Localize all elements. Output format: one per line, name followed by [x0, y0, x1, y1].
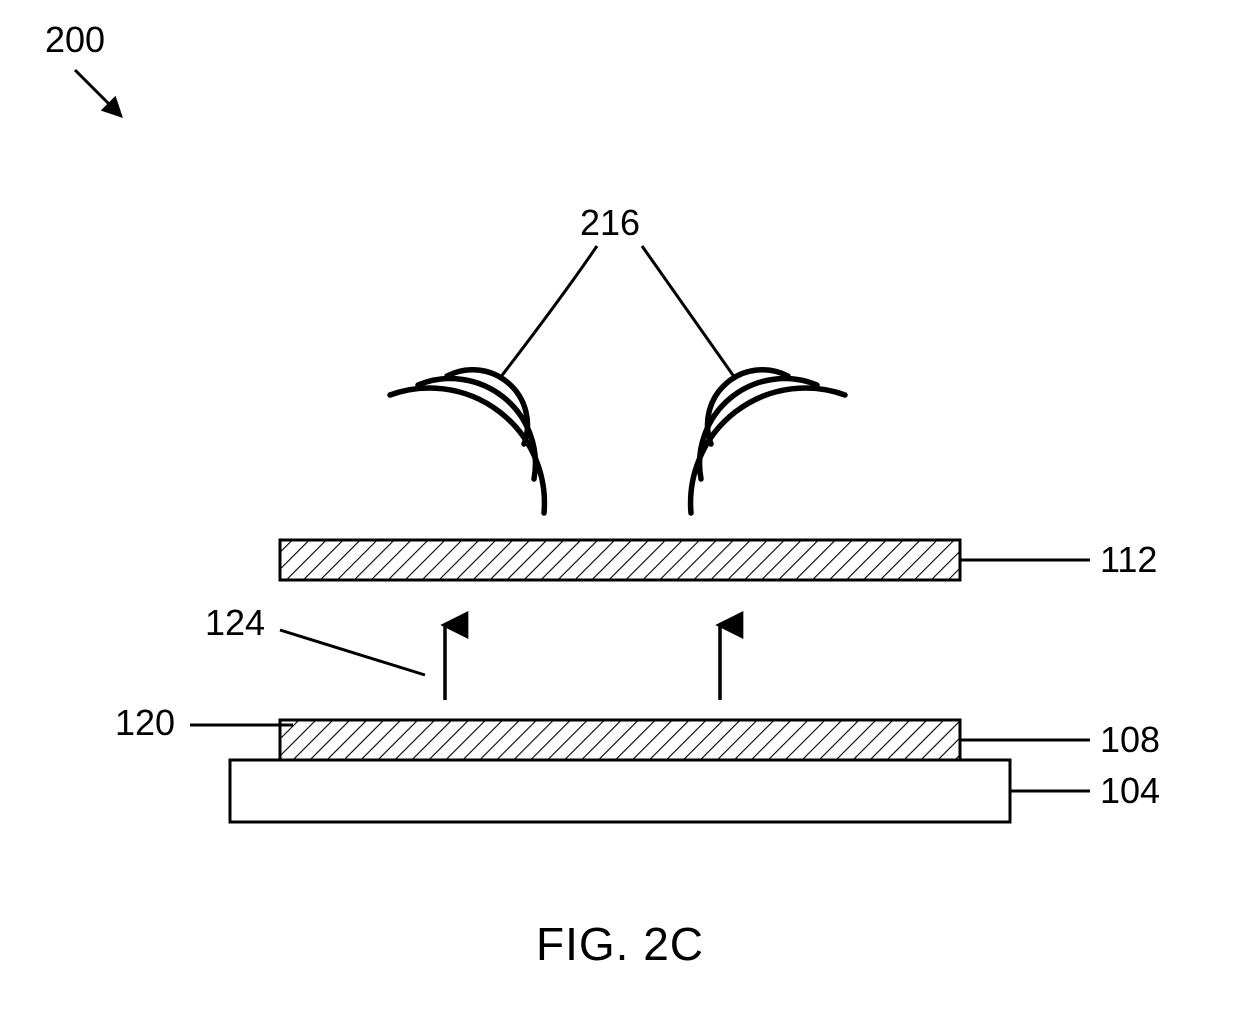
- label-120: 120: [115, 702, 175, 743]
- label-216: 216: [580, 202, 640, 243]
- leader-216-left: [500, 246, 597, 378]
- layer-108: [280, 720, 960, 760]
- pointer-200: [75, 70, 120, 115]
- label-112: 112: [1100, 539, 1157, 580]
- leader-216-right: [642, 246, 735, 378]
- leader-124: [280, 630, 425, 675]
- label-104: 104: [1100, 770, 1160, 811]
- label-124: 124: [205, 602, 265, 643]
- label-108: 108: [1100, 719, 1160, 760]
- label-200: 200: [45, 19, 105, 60]
- waves-right: [691, 370, 845, 513]
- layer-112: [280, 540, 960, 580]
- waves-left: [390, 370, 544, 513]
- figure-caption: FIG. 2C: [536, 918, 704, 970]
- layer-104: [230, 760, 1010, 822]
- figure-2c: 200 216 112 124 108 120 104 FIG. 2C: [0, 0, 1240, 1015]
